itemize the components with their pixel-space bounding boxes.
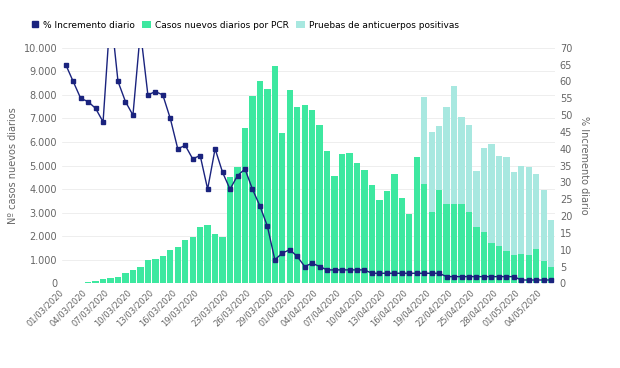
Bar — [406, 214, 412, 283]
Bar — [436, 190, 442, 283]
Bar — [286, 91, 293, 283]
Bar — [294, 107, 301, 283]
Bar — [361, 170, 368, 283]
Bar — [458, 117, 465, 204]
Bar — [279, 133, 285, 283]
Bar — [443, 204, 449, 283]
Bar — [548, 220, 554, 267]
Bar — [384, 191, 390, 283]
Bar — [264, 89, 270, 283]
Y-axis label: % Incremento diario: % Incremento diario — [579, 116, 589, 215]
Bar — [376, 201, 383, 283]
Bar — [443, 107, 449, 204]
Bar — [428, 132, 435, 212]
Bar — [473, 171, 480, 227]
Bar — [130, 270, 136, 283]
Bar — [466, 212, 472, 283]
Bar — [115, 277, 121, 283]
Bar — [316, 125, 323, 283]
Bar — [421, 184, 427, 283]
Bar — [496, 245, 502, 283]
Bar — [451, 204, 458, 283]
Bar — [541, 190, 547, 261]
Bar — [144, 260, 151, 283]
Bar — [533, 174, 539, 249]
Bar — [205, 225, 211, 283]
Bar — [473, 227, 480, 283]
Bar — [137, 267, 144, 283]
Bar — [309, 110, 316, 283]
Bar — [182, 240, 188, 283]
Bar — [332, 176, 338, 283]
Bar — [354, 163, 360, 283]
Bar — [533, 249, 539, 283]
Bar — [242, 128, 248, 283]
Bar — [399, 198, 405, 283]
Bar — [219, 237, 226, 283]
Bar — [301, 105, 308, 283]
Bar — [496, 156, 502, 245]
Bar — [272, 66, 278, 283]
Bar — [541, 261, 547, 283]
Bar — [347, 153, 353, 283]
Bar — [227, 177, 233, 283]
Bar — [518, 166, 525, 254]
Bar — [159, 256, 166, 283]
Bar — [526, 167, 532, 255]
Bar — [548, 267, 554, 283]
Bar — [391, 174, 397, 283]
Bar — [212, 234, 218, 283]
Bar — [92, 280, 99, 283]
Bar — [234, 167, 241, 283]
Bar — [480, 232, 487, 283]
Bar — [152, 259, 159, 283]
Bar — [167, 250, 174, 283]
Bar — [339, 154, 345, 283]
Bar — [503, 156, 510, 251]
Bar — [122, 273, 129, 283]
Bar — [257, 81, 263, 283]
Bar — [369, 185, 375, 283]
Bar — [526, 255, 532, 283]
Bar — [511, 255, 517, 283]
Y-axis label: Nº casos nuevos diarios: Nº casos nuevos diarios — [8, 107, 18, 224]
Bar — [197, 227, 203, 283]
Bar — [421, 97, 427, 184]
Bar — [511, 172, 517, 255]
Bar — [466, 125, 472, 212]
Bar — [249, 96, 255, 283]
Bar — [100, 279, 106, 283]
Bar — [107, 279, 113, 283]
Bar — [451, 86, 458, 204]
Bar — [458, 204, 465, 283]
Bar — [518, 254, 525, 283]
Bar — [436, 126, 442, 190]
Bar — [190, 237, 196, 283]
Bar — [175, 247, 181, 283]
Bar — [488, 243, 495, 283]
Bar — [85, 282, 91, 283]
Bar — [324, 151, 330, 283]
Bar — [428, 212, 435, 283]
Bar — [480, 148, 487, 232]
Bar — [414, 157, 420, 283]
Bar — [503, 251, 510, 283]
Legend: % Incremento diario, Casos nuevos diarios por PCR, Pruebas de anticuerpos positi: % Incremento diario, Casos nuevos diario… — [27, 17, 463, 33]
Bar — [488, 144, 495, 243]
